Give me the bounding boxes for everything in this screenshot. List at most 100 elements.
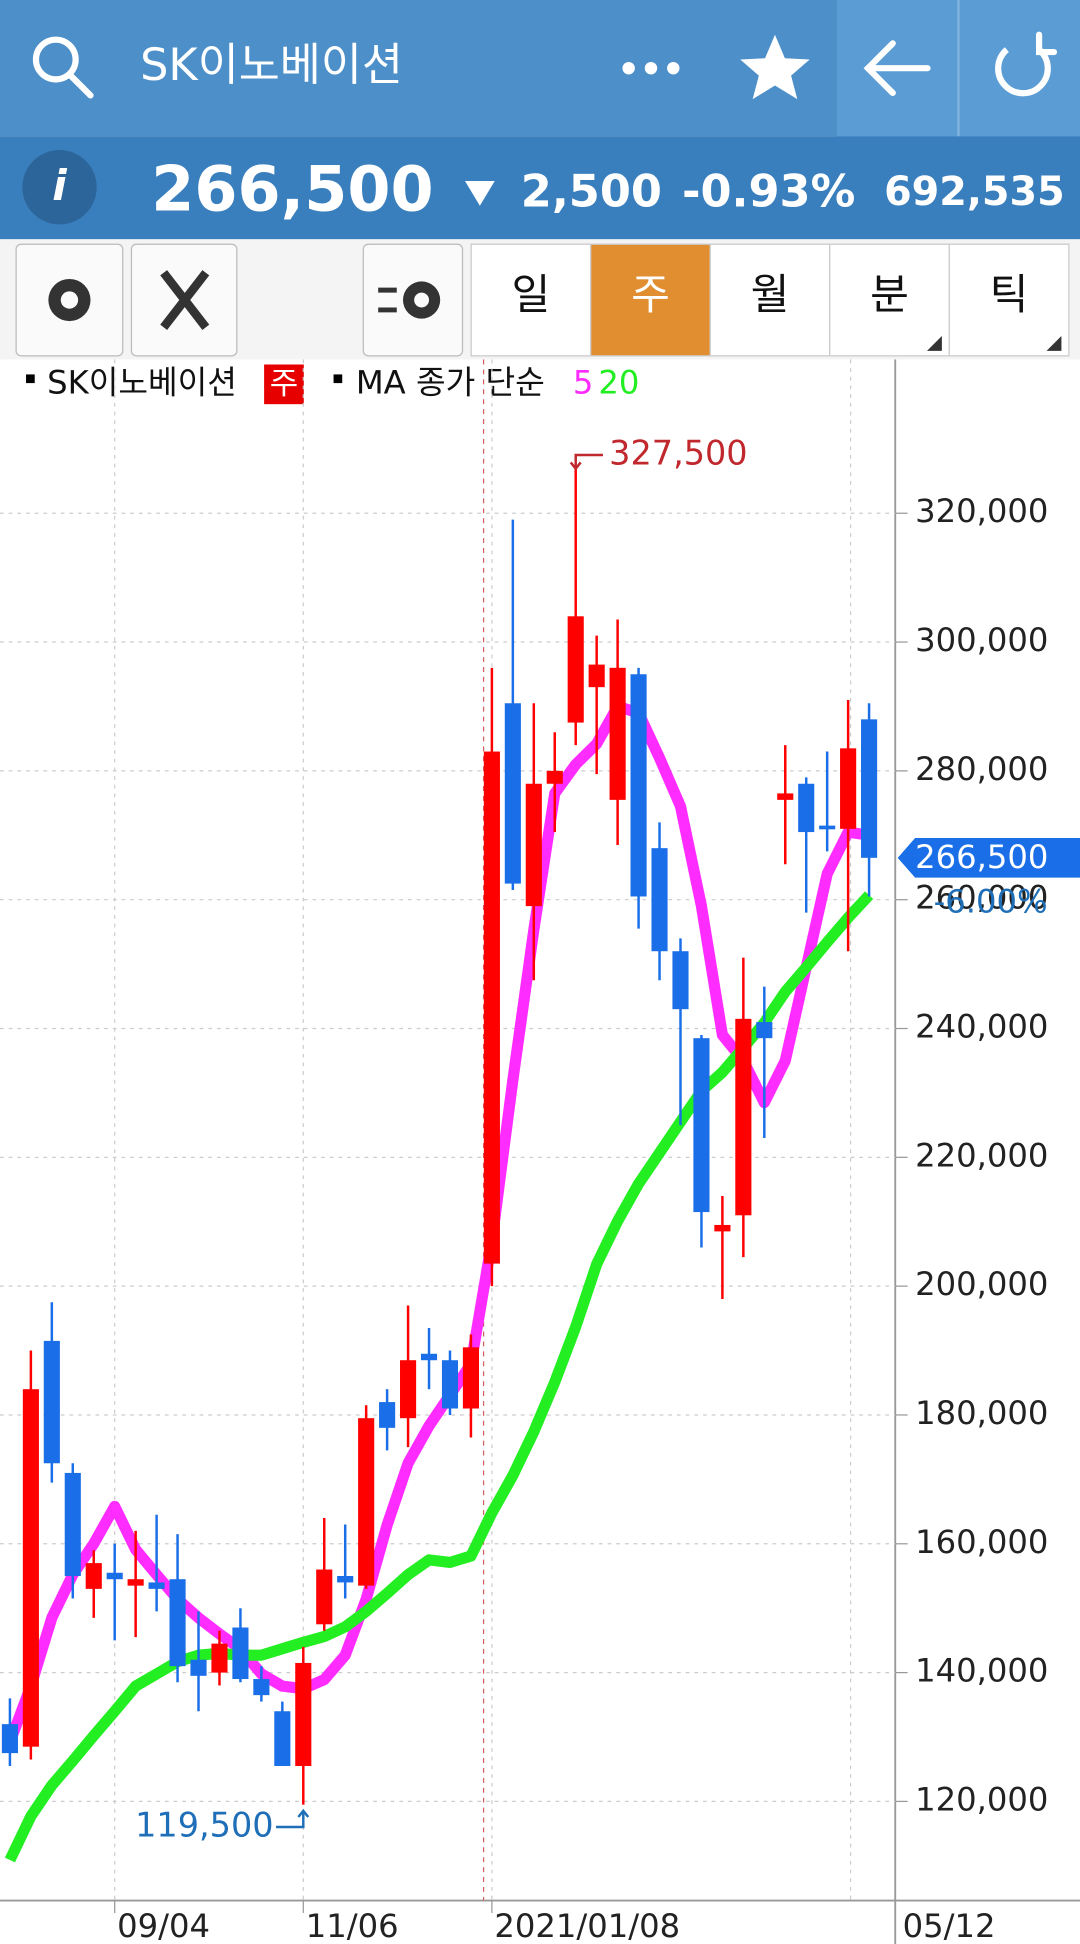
candle-body	[316, 1569, 333, 1625]
change-label: -6.00%	[934, 883, 1048, 921]
period-tab[interactable]: 틱	[948, 243, 1070, 357]
info-icon: i	[52, 161, 67, 210]
period-tab[interactable]: 분	[829, 243, 950, 357]
tab-label: 일	[512, 270, 551, 319]
x-tick-label: 11/06	[306, 1907, 399, 1944]
legend-period: 주	[270, 366, 299, 402]
tab-bg	[470, 243, 592, 357]
back-button[interactable]	[863, 40, 931, 97]
y-tick-label: 300,000	[915, 621, 1048, 659]
tools-button[interactable]	[130, 243, 238, 357]
indicator-settings-button[interactable]	[362, 243, 464, 357]
volume: 692,535	[884, 169, 1065, 215]
candle-body	[85, 1563, 102, 1589]
tab-label: 주	[631, 270, 670, 319]
candle-body	[211, 1643, 228, 1673]
chart-area	[0, 359, 1080, 1944]
change-percent: -0.93%	[682, 166, 855, 218]
down-arrow	[464, 181, 495, 206]
ma-line	[4, 700, 870, 1745]
candle-body	[588, 664, 605, 688]
candle-body	[504, 703, 521, 884]
legend-ma-period: 20	[598, 363, 639, 401]
more-button[interactable]	[622, 61, 680, 75]
period-badge	[264, 364, 304, 405]
tab-label: 월	[751, 270, 790, 319]
candle-body	[358, 1418, 375, 1586]
candle-body	[274, 1711, 291, 1766]
period-tab[interactable]: 월	[709, 243, 831, 357]
tab-label: 틱	[990, 270, 1029, 319]
y-tick-label: 220,000	[915, 1136, 1048, 1174]
settings-button[interactable]	[15, 243, 124, 357]
refresh-button[interactable]	[995, 31, 1058, 97]
legend-ma-period: 5	[573, 363, 594, 401]
y-tick-label: 180,000	[915, 1394, 1048, 1432]
period-tab[interactable]: 일	[470, 243, 592, 357]
candle-body	[861, 719, 878, 858]
candle-body	[819, 825, 836, 830]
candle-body	[840, 748, 857, 829]
candle-body	[190, 1659, 207, 1676]
candle-body	[169, 1579, 186, 1667]
y-tick-label: 120,000	[915, 1780, 1048, 1818]
candle-body	[420, 1353, 438, 1361]
tab-bg	[590, 243, 711, 357]
legend-ma: MA 종가 단순	[356, 363, 545, 401]
candle-body	[295, 1662, 312, 1766]
high-label: 327,500	[609, 434, 747, 473]
y-tick-label: 140,000	[915, 1652, 1048, 1690]
candle-body	[714, 1224, 731, 1232]
candle-body	[232, 1627, 249, 1680]
y-tick-label: 260,000	[915, 879, 1048, 917]
legend-marker	[26, 374, 35, 384]
x-end-label: 05/12	[903, 1907, 996, 1944]
low-arrow-head	[297, 1808, 310, 1818]
high-arrow-head	[569, 461, 582, 471]
candle-body	[798, 783, 815, 833]
y-tick-label: 280,000	[915, 750, 1048, 788]
legend-marker	[333, 374, 343, 384]
candle-body	[672, 951, 689, 1010]
tab-bg	[948, 243, 1070, 357]
price-change: 2,500	[521, 166, 662, 218]
candle-body	[64, 1472, 81, 1576]
candle-body	[441, 1360, 459, 1409]
y-tick-label: 200,000	[915, 1265, 1048, 1303]
tab-corner	[1046, 335, 1062, 351]
candle-body	[525, 783, 542, 907]
candle-body	[630, 674, 647, 897]
candle-body	[777, 793, 794, 800]
candle-body	[43, 1340, 60, 1464]
high-arrow	[574, 453, 603, 468]
search-button[interactable]	[32, 36, 94, 99]
plot: 120,000 140,000 160,000 180,000 200,000 220,0…	[0, 359, 1080, 1944]
candle-body	[253, 1679, 270, 1696]
y-tick-label: 320,000	[915, 492, 1048, 530]
candle-body	[379, 1402, 396, 1428]
candle-body	[735, 1018, 752, 1216]
legend-stock: SK이노베이션	[47, 363, 237, 401]
candle-body	[651, 848, 668, 952]
stock-title: SK이노베이션	[140, 39, 403, 91]
candle-body	[1, 1724, 18, 1754]
candle-body	[127, 1579, 144, 1586]
low-arrow	[276, 1812, 305, 1829]
tab-label: 분	[870, 270, 909, 319]
candle-body	[693, 1038, 710, 1213]
tab-bg	[709, 243, 831, 357]
y-tick-label: 240,000	[915, 1008, 1048, 1046]
candle-body	[609, 667, 626, 800]
y-tick-label: 160,000	[915, 1523, 1048, 1561]
x-tick-label: 2021/01/08	[494, 1907, 680, 1944]
candle-body	[337, 1575, 354, 1583]
info-button[interactable]	[22, 150, 97, 225]
period-tab[interactable]: 주	[590, 243, 711, 357]
candle-body	[567, 616, 584, 723]
price-bar	[0, 136, 1080, 240]
candle-body	[148, 1582, 165, 1589]
favorite-button[interactable]	[740, 34, 810, 100]
